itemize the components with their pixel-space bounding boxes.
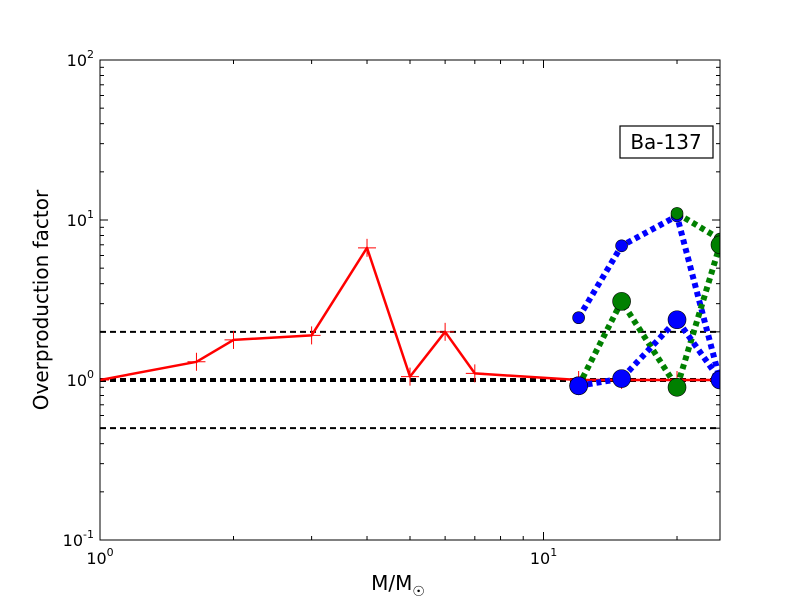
series [100,207,720,397]
x-axis-label-subscript: ☉ [412,584,425,600]
tick-base: 10 [67,371,87,390]
data-point [670,207,684,220]
tick-base: 10 [86,549,106,568]
data-point [710,370,720,390]
x-axis-label: M/M☉ [371,571,425,600]
y-tick-label: 100 [67,368,94,390]
tick-exponent: 2 [87,48,94,61]
annotation-label: Ba-137 [630,130,701,154]
x-tick-label: 100 [86,546,113,568]
x-tick-label: 101 [530,546,557,568]
tick-base: 10 [530,549,550,568]
data-point [667,310,687,330]
data-point [612,369,631,388]
plot-frame [99,59,721,541]
annotation-box [619,125,714,159]
ticks [99,59,720,541]
y-axis-label: Overproduction factor [29,189,53,410]
tick-base: 10 [67,51,87,70]
data-point [569,376,588,396]
y-tick-label: 10-1 [63,528,94,550]
series-line [100,246,720,382]
y-tick-label: 101 [67,208,94,230]
series-line [575,243,720,391]
data-point [667,378,687,397]
tick-exponent: 1 [87,208,94,221]
series-line [578,316,720,389]
data-point [572,311,585,325]
tick-exponent: 1 [550,546,557,559]
x-axis-label-main: M/M [371,571,412,595]
tick-exponent: 0 [87,368,94,381]
tick-base: 10 [67,211,87,230]
tick-base: 10 [63,531,83,550]
data-point [612,292,631,311]
y-tick-label: 102 [67,48,94,70]
x-tick-labels: 100 101 [86,546,557,568]
tick-exponent: 0 [107,546,114,559]
data-point [710,235,720,255]
tick-exponent: -1 [83,528,94,541]
data-point [615,239,628,253]
